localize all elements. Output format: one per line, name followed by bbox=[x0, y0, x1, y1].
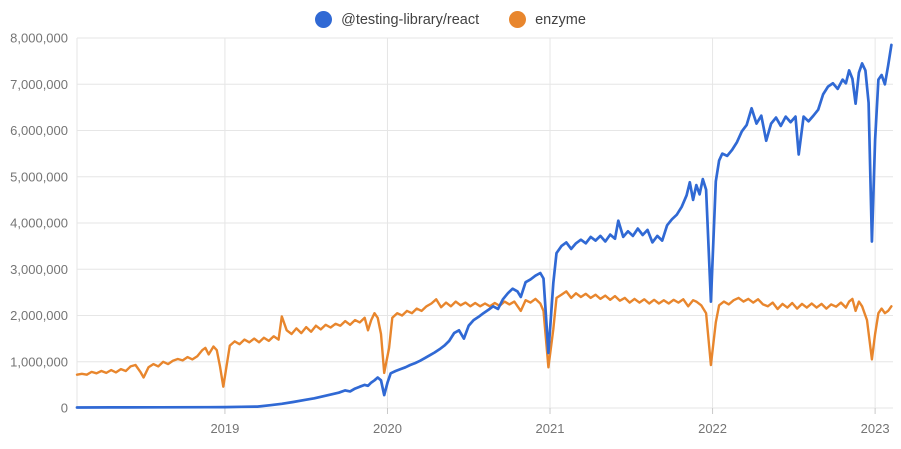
svg-text:1,000,000: 1,000,000 bbox=[10, 354, 68, 369]
legend-label-enzyme: enzyme bbox=[535, 11, 586, 28]
series-line-testing-library-react[interactable] bbox=[75, 43, 893, 409]
y-axis-labels: 0 1,000,000 2,000,000 3,000,000 4,000,000 5,0… bbox=[10, 31, 68, 416]
svg-text:2023: 2023 bbox=[861, 421, 890, 436]
legend-item-enzyme: enzyme bbox=[509, 11, 586, 28]
svg-text:2021: 2021 bbox=[536, 421, 565, 436]
series-lines[interactable] bbox=[75, 43, 893, 409]
svg-text:0: 0 bbox=[61, 401, 68, 416]
blue-series-dot-icon bbox=[315, 11, 333, 28]
orange-series-dot-icon bbox=[509, 11, 527, 28]
series-line-enzyme[interactable] bbox=[75, 290, 893, 388]
svg-text:4,000,000: 4,000,000 bbox=[10, 216, 68, 231]
svg-text:3,000,000: 3,000,000 bbox=[10, 262, 68, 277]
svg-text:8,000,000: 8,000,000 bbox=[10, 31, 68, 46]
svg-text:6,000,000: 6,000,000 bbox=[10, 123, 68, 138]
legend-item-testing-library-react: @testing-library/react bbox=[315, 11, 479, 28]
x-axis-tick-marks bbox=[224, 408, 876, 414]
svg-text:5,000,000: 5,000,000 bbox=[10, 169, 68, 184]
svg-text:2019: 2019 bbox=[210, 421, 239, 436]
svg-text:2020: 2020 bbox=[373, 421, 402, 436]
chart-legend: @testing-library/react enzyme bbox=[0, 11, 901, 28]
svg-text:2,000,000: 2,000,000 bbox=[10, 308, 68, 323]
horizontal-gridlines bbox=[77, 37, 893, 409]
svg-text:2022: 2022 bbox=[698, 421, 727, 436]
legend-label-testing-library-react: @testing-library/react bbox=[341, 11, 480, 28]
x-axis-labels: 2019 2020 2021 2022 2023 bbox=[210, 421, 889, 436]
svg-text:7,000,000: 7,000,000 bbox=[10, 77, 68, 92]
